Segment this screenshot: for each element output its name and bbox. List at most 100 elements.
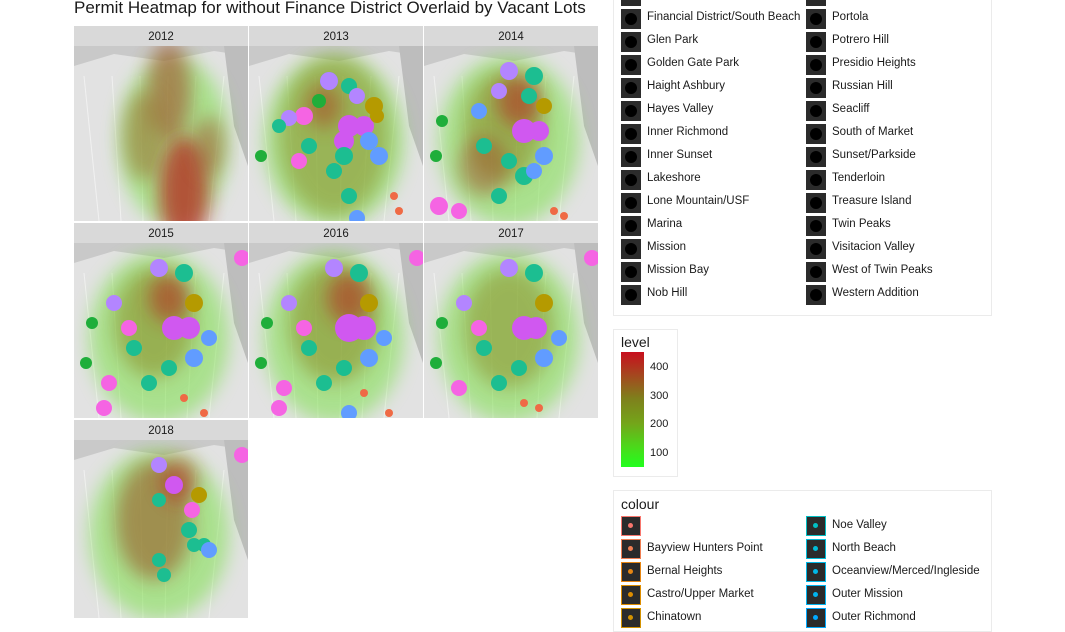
map-bay [399, 46, 423, 166]
colour-label: Noe Valley [832, 519, 887, 531]
district-label: Marina [647, 218, 683, 230]
vacant-lot-point [354, 116, 374, 136]
district-key [621, 216, 641, 236]
vacant-lot-point [272, 119, 286, 133]
district-key-dot [810, 220, 822, 232]
district-key-dot [625, 220, 637, 232]
map-bay [224, 440, 248, 560]
vacant-lot-point [271, 400, 287, 416]
vacant-lot-point [511, 360, 527, 376]
district-key-dot [625, 174, 637, 186]
vacant-lot-point [521, 88, 537, 104]
district-key [621, 78, 641, 98]
vacant-lot-point [385, 409, 393, 417]
colour-key [621, 585, 641, 605]
vacant-lot-point [152, 553, 166, 567]
district-key [621, 193, 641, 213]
density-contour [124, 91, 164, 181]
vacant-lot-point [550, 207, 558, 215]
heatmap-2013 [249, 46, 423, 221]
district-label: South of Market [832, 126, 914, 138]
vacant-lot-point [341, 405, 357, 418]
facet-panel-2015: 2015 [74, 223, 248, 418]
colour-key [621, 516, 641, 536]
district-key-dot [810, 266, 822, 278]
vacant-lot-point [370, 147, 388, 165]
facet-strip-2017: 2017 [424, 223, 598, 243]
vacant-lot-point [161, 360, 177, 376]
colour-label: Outer Mission [832, 588, 903, 600]
heatmap-2016 [249, 243, 423, 418]
vacant-lot-point [360, 389, 368, 397]
colour-key-dot [628, 523, 633, 528]
district-key [806, 262, 826, 282]
district-label: Lakeshore [647, 172, 701, 184]
vacant-lot-point [295, 107, 313, 125]
vacant-lot-point [201, 330, 217, 346]
vacant-lot-point [491, 83, 507, 99]
vacant-lot-point [184, 502, 200, 518]
density-contour [149, 274, 189, 322]
vacant-lot-point [320, 72, 338, 90]
vacant-lot-point [551, 330, 567, 346]
vacant-lot-point [80, 357, 92, 369]
vacant-lot-point [370, 109, 384, 123]
vacant-lot-point [360, 132, 378, 150]
vacant-lot-point [281, 295, 297, 311]
district-key-dot [625, 36, 637, 48]
district-label: Sunset/Parkside [832, 149, 916, 161]
colour-key-dot [813, 592, 818, 597]
vacant-lot-point [185, 294, 203, 312]
vacant-lot-point [471, 320, 487, 336]
vacant-lot-point [106, 295, 122, 311]
district-key-dot [810, 59, 822, 71]
district-label: Presidio Heights [832, 57, 916, 69]
district-label: Twin Peaks [832, 218, 891, 230]
district-key [621, 124, 641, 144]
vacant-lot-point [471, 103, 487, 119]
heatmap-2014 [424, 46, 598, 221]
facet-panel-2018: 2018 [74, 420, 248, 618]
district-key-dot [625, 105, 637, 117]
vacant-lot-point [500, 62, 518, 80]
colour-key-dot [628, 546, 633, 551]
map-bay [574, 243, 598, 363]
vacant-lot-point [187, 538, 201, 552]
district-label: Nob Hill [647, 287, 688, 299]
vacant-lot-point [430, 150, 442, 162]
colour-key [806, 539, 826, 559]
district-key [806, 55, 826, 75]
district-label: Tenderloin [832, 172, 886, 184]
vacant-lot-point [451, 203, 467, 219]
vacant-lot-point [152, 493, 166, 507]
vacant-lot-point [456, 295, 472, 311]
vacant-lot-point [312, 94, 326, 108]
district-label: Treasure Island [832, 195, 912, 207]
district-key [621, 9, 641, 29]
vacant-lot-point [335, 147, 353, 165]
vacant-lot-point [430, 197, 448, 215]
vacant-lot-point [150, 259, 168, 277]
district-key [806, 216, 826, 236]
vacant-lot-point [535, 147, 553, 165]
district-key [806, 193, 826, 213]
vacant-lot-point [201, 542, 217, 558]
district-label: Mission [647, 241, 686, 253]
district-key-dot [810, 243, 822, 255]
facet-panel-2013: 2013 [249, 26, 423, 221]
facet-strip-2018: 2018 [74, 420, 248, 440]
district-label: Haight Ashbury [647, 80, 725, 92]
vacant-lot-point [126, 340, 142, 356]
district-key [621, 32, 641, 52]
vacant-lot-point [341, 188, 357, 204]
colour-key-dot [813, 523, 818, 528]
colour-label: North Beach [832, 542, 896, 554]
district-key-dot [810, 13, 822, 25]
district-key-dot [625, 59, 637, 71]
density-contour [194, 116, 224, 176]
vacant-lot-point [200, 409, 208, 417]
density-contour [497, 75, 541, 127]
vacant-lot-point [535, 349, 553, 367]
vacant-lot-point [520, 399, 528, 407]
colour-key [806, 562, 826, 582]
